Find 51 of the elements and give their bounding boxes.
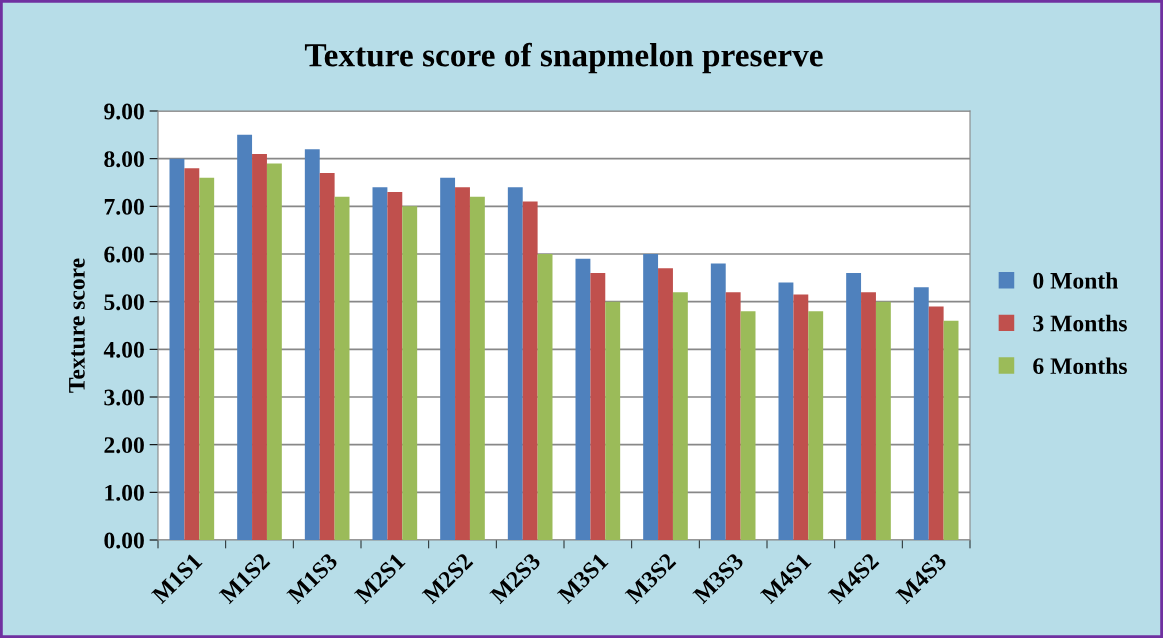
bar: [169, 158, 185, 540]
bar: [740, 311, 756, 540]
bar: [184, 168, 200, 540]
bar: [590, 273, 606, 540]
y-tick-label: 1.00: [105, 484, 144, 501]
bar: [710, 263, 726, 540]
y-tick-label: 7.00: [104, 198, 144, 215]
bar: [469, 196, 485, 540]
bar: [913, 287, 929, 540]
bar: [537, 254, 553, 540]
y-tick-label: 3.00: [104, 389, 144, 406]
bar: [928, 306, 944, 540]
bar: [455, 187, 470, 540]
y-tick-label: 6.00: [104, 246, 144, 263]
bar: [846, 273, 862, 540]
bar: [643, 254, 659, 540]
bar: [334, 196, 350, 540]
bar: [372, 187, 388, 540]
chart-title: Texture score of snapmelon preserve: [304, 42, 823, 74]
bar: [237, 134, 253, 540]
y-tick-label: 5.00: [104, 294, 144, 311]
bar: [793, 294, 809, 540]
bar: [808, 311, 824, 540]
bar: [861, 292, 876, 540]
bar: [199, 177, 215, 540]
bar: [402, 206, 418, 540]
y-tick-label: 9.00: [104, 103, 144, 120]
y-tick-label: 0.00: [104, 532, 144, 549]
y-tick-label: 8.00: [104, 151, 144, 168]
bar: [943, 320, 959, 540]
y-tick-label: 2.00: [104, 437, 144, 454]
bar: [522, 201, 538, 540]
bar: [266, 163, 282, 540]
bar: [778, 282, 794, 540]
bar: [875, 301, 891, 540]
bar: [725, 292, 741, 540]
bar: [658, 268, 673, 540]
bar: [319, 172, 335, 540]
bar: [252, 153, 267, 540]
bar: [440, 177, 456, 540]
bar: [605, 301, 621, 540]
legend-label: 6 Months: [1033, 357, 1127, 375]
bar: [507, 187, 523, 540]
bar: [304, 149, 320, 540]
legend-label: 0 Month: [1033, 272, 1118, 289]
y-axis-title: Texture score: [69, 258, 85, 393]
y-tick-label: 4.00: [103, 341, 144, 358]
bar: [575, 258, 591, 540]
bar: [672, 292, 688, 540]
legend-label: 3 Months: [1033, 314, 1127, 332]
bar: [387, 192, 403, 540]
